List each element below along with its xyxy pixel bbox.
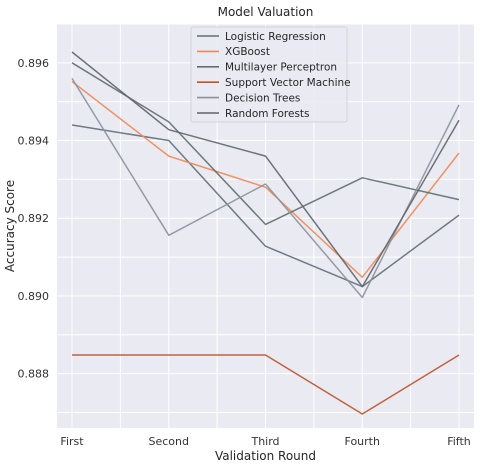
legend-box <box>190 26 348 123</box>
legend-label: XGBoost <box>225 46 270 58</box>
x-tick-label: Third <box>250 435 279 448</box>
x-tick-label: First <box>60 435 84 448</box>
legend-item: XGBoost <box>197 46 270 58</box>
series-lines <box>71 51 460 415</box>
legend-item: Random Forests <box>197 108 310 120</box>
chart-title: Model Valuation <box>218 5 314 19</box>
y-tick-label: 0.896 <box>18 57 50 70</box>
y-tick-labels: 0.888 0.890 0.892 0.894 0.896 <box>18 57 50 381</box>
y-tick-label: 0.892 <box>18 212 50 225</box>
y-tick-label: 0.890 <box>18 290 50 303</box>
series-line-4 <box>72 354 460 415</box>
legend-item: Decision Trees <box>197 92 300 104</box>
x-tick-label: Fifth <box>447 435 471 448</box>
grid-lines <box>57 23 474 428</box>
series-line-2 <box>71 80 460 279</box>
y-tick-label: 0.894 <box>18 135 50 148</box>
series-line-3 <box>71 62 460 226</box>
y-axis-title: Accuracy Score <box>3 180 17 272</box>
legend-item: Support Vector Machine <box>197 77 351 89</box>
series-line-5 <box>71 78 460 299</box>
legend-item: Multilayer Perceptron <box>197 62 337 74</box>
legend-label: Random Forests <box>225 108 310 120</box>
legend-label: Decision Trees <box>225 92 300 104</box>
x-tick-label: Fourth <box>345 435 380 448</box>
legend-label: Multilayer Perceptron <box>225 62 337 74</box>
y-tick-label: 0.888 <box>18 368 50 381</box>
legend-label: Logistic Regression <box>225 31 326 43</box>
legend-item: Logistic Regression <box>197 31 326 43</box>
legend-label: Support Vector Machine <box>225 77 351 89</box>
legend: Logistic Regression XGBoost Multilayer Per… <box>190 26 351 123</box>
series-line-1 <box>71 124 460 288</box>
series-line-6 <box>71 51 460 288</box>
x-tick-label: Second <box>149 435 189 448</box>
x-axis-title: Validation Round <box>215 449 316 463</box>
x-tick-labels: First Second Third Fourth Fifth <box>60 435 470 448</box>
